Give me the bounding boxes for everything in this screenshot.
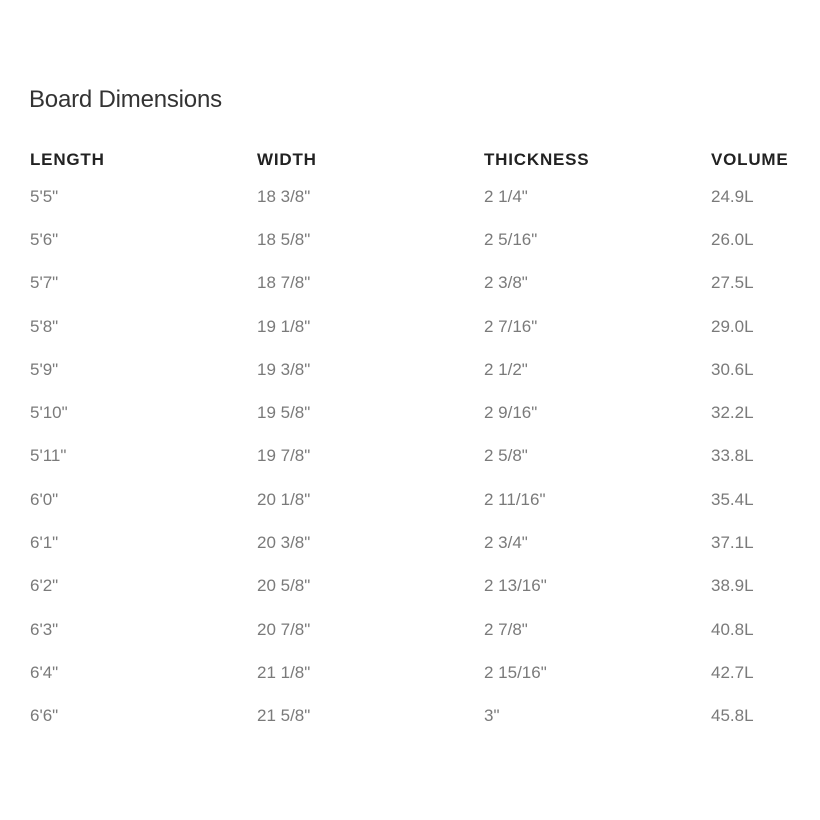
cell-width: 19 3/8" [257, 359, 311, 379]
cell-width: 18 3/8" [257, 186, 311, 206]
table-row: 5'8" 19 1/8" 2 7/16" 29.0L [30, 305, 820, 348]
table-row: 6'6" 21 5/8" 3" 45.8L [30, 695, 820, 738]
cell-volume: 27.5L [711, 273, 754, 293]
column-header-volume: VOLUME [711, 150, 789, 169]
table-row: 6'3" 20 7/8" 2 7/8" 40.8L [30, 608, 820, 651]
cell-volume: 35.4L [711, 489, 754, 509]
cell-length: 5'6" [30, 229, 59, 249]
cell-volume: 40.8L [711, 619, 754, 639]
cell-length: 5'9" [30, 359, 59, 379]
cell-length: 6'4" [30, 662, 59, 682]
cell-volume: 45.8L [711, 706, 754, 726]
cell-length: 6'3" [30, 619, 59, 639]
cell-width: 21 5/8" [257, 706, 311, 726]
cell-length: 6'1" [30, 533, 59, 553]
table-body: 5'5" 18 3/8" 2 1/4" 24.9L 5'6" 18 5/8" 2 5/16"… [30, 175, 820, 738]
cell-width: 19 1/8" [257, 316, 311, 336]
cell-length: 5'8" [30, 316, 59, 336]
column-header-length: LENGTH [30, 150, 105, 169]
cell-thickness: 3" [484, 706, 500, 726]
cell-thickness: 2 11/16" [484, 489, 546, 509]
cell-thickness: 2 7/8" [484, 619, 528, 639]
cell-thickness: 2 1/4" [484, 186, 528, 206]
cell-thickness: 2 15/16" [484, 662, 547, 682]
page-title: Board Dimensions [29, 86, 222, 113]
table-row: 6'0" 20 1/8" 2 11/16" 35.4L [30, 478, 820, 521]
cell-width: 18 7/8" [257, 273, 311, 293]
cell-width: 21 1/8" [257, 662, 311, 682]
cell-width: 19 5/8" [257, 403, 311, 423]
cell-thickness: 2 5/16" [484, 229, 538, 249]
dimensions-table: LENGTH WIDTH THICKNESS VOLUME 5'5" 18 3/8… [30, 148, 820, 738]
cell-volume: 26.0L [711, 229, 754, 249]
cell-volume: 42.7L [711, 662, 754, 682]
cell-thickness: 2 9/16" [484, 403, 538, 423]
table-row: 5'10" 19 5/8" 2 9/16" 32.2L [30, 391, 820, 434]
cell-width: 20 3/8" [257, 533, 311, 553]
table-row: 6'2" 20 5/8" 2 13/16" 38.9L [30, 565, 820, 608]
cell-width: 20 1/8" [257, 489, 311, 509]
cell-length: 5'11" [30, 446, 67, 466]
cell-thickness: 2 5/8" [484, 446, 528, 466]
cell-length: 5'10" [30, 403, 68, 423]
cell-volume: 24.9L [711, 186, 754, 206]
cell-width: 20 7/8" [257, 619, 311, 639]
cell-length: 6'6" [30, 706, 59, 726]
cell-volume: 29.0L [711, 316, 754, 336]
table-row: 5'11" 19 7/8" 2 5/8" 33.8L [30, 435, 820, 478]
cell-volume: 38.9L [711, 576, 754, 596]
cell-thickness: 2 3/8" [484, 273, 528, 293]
cell-thickness: 2 1/2" [484, 359, 528, 379]
table-row: 5'5" 18 3/8" 2 1/4" 24.9L [30, 175, 820, 218]
column-header-thickness: THICKNESS [484, 150, 590, 169]
column-header-width: WIDTH [257, 150, 317, 169]
table-row: 5'9" 19 3/8" 2 1/2" 30.6L [30, 348, 820, 391]
cell-width: 18 5/8" [257, 229, 311, 249]
table-row: 5'7" 18 7/8" 2 3/8" 27.5L [30, 262, 820, 305]
cell-width: 20 5/8" [257, 576, 311, 596]
cell-volume: 30.6L [711, 359, 754, 379]
cell-length: 6'0" [30, 489, 59, 509]
cell-thickness: 2 3/4" [484, 533, 528, 553]
cell-length: 6'2" [30, 576, 59, 596]
cell-volume: 33.8L [711, 446, 754, 466]
cell-length: 5'5" [30, 186, 59, 206]
table-header: LENGTH WIDTH THICKNESS VOLUME [30, 148, 820, 172]
cell-thickness: 2 13/16" [484, 576, 547, 596]
cell-volume: 37.1L [711, 533, 754, 553]
table-row: 5'6" 18 5/8" 2 5/16" 26.0L [30, 218, 820, 261]
cell-length: 5'7" [30, 273, 59, 293]
cell-width: 19 7/8" [257, 446, 311, 466]
cell-thickness: 2 7/16" [484, 316, 538, 336]
table-row: 6'1" 20 3/8" 2 3/4" 37.1L [30, 521, 820, 564]
cell-volume: 32.2L [711, 403, 754, 423]
table-row: 6'4" 21 1/8" 2 15/16" 42.7L [30, 651, 820, 694]
